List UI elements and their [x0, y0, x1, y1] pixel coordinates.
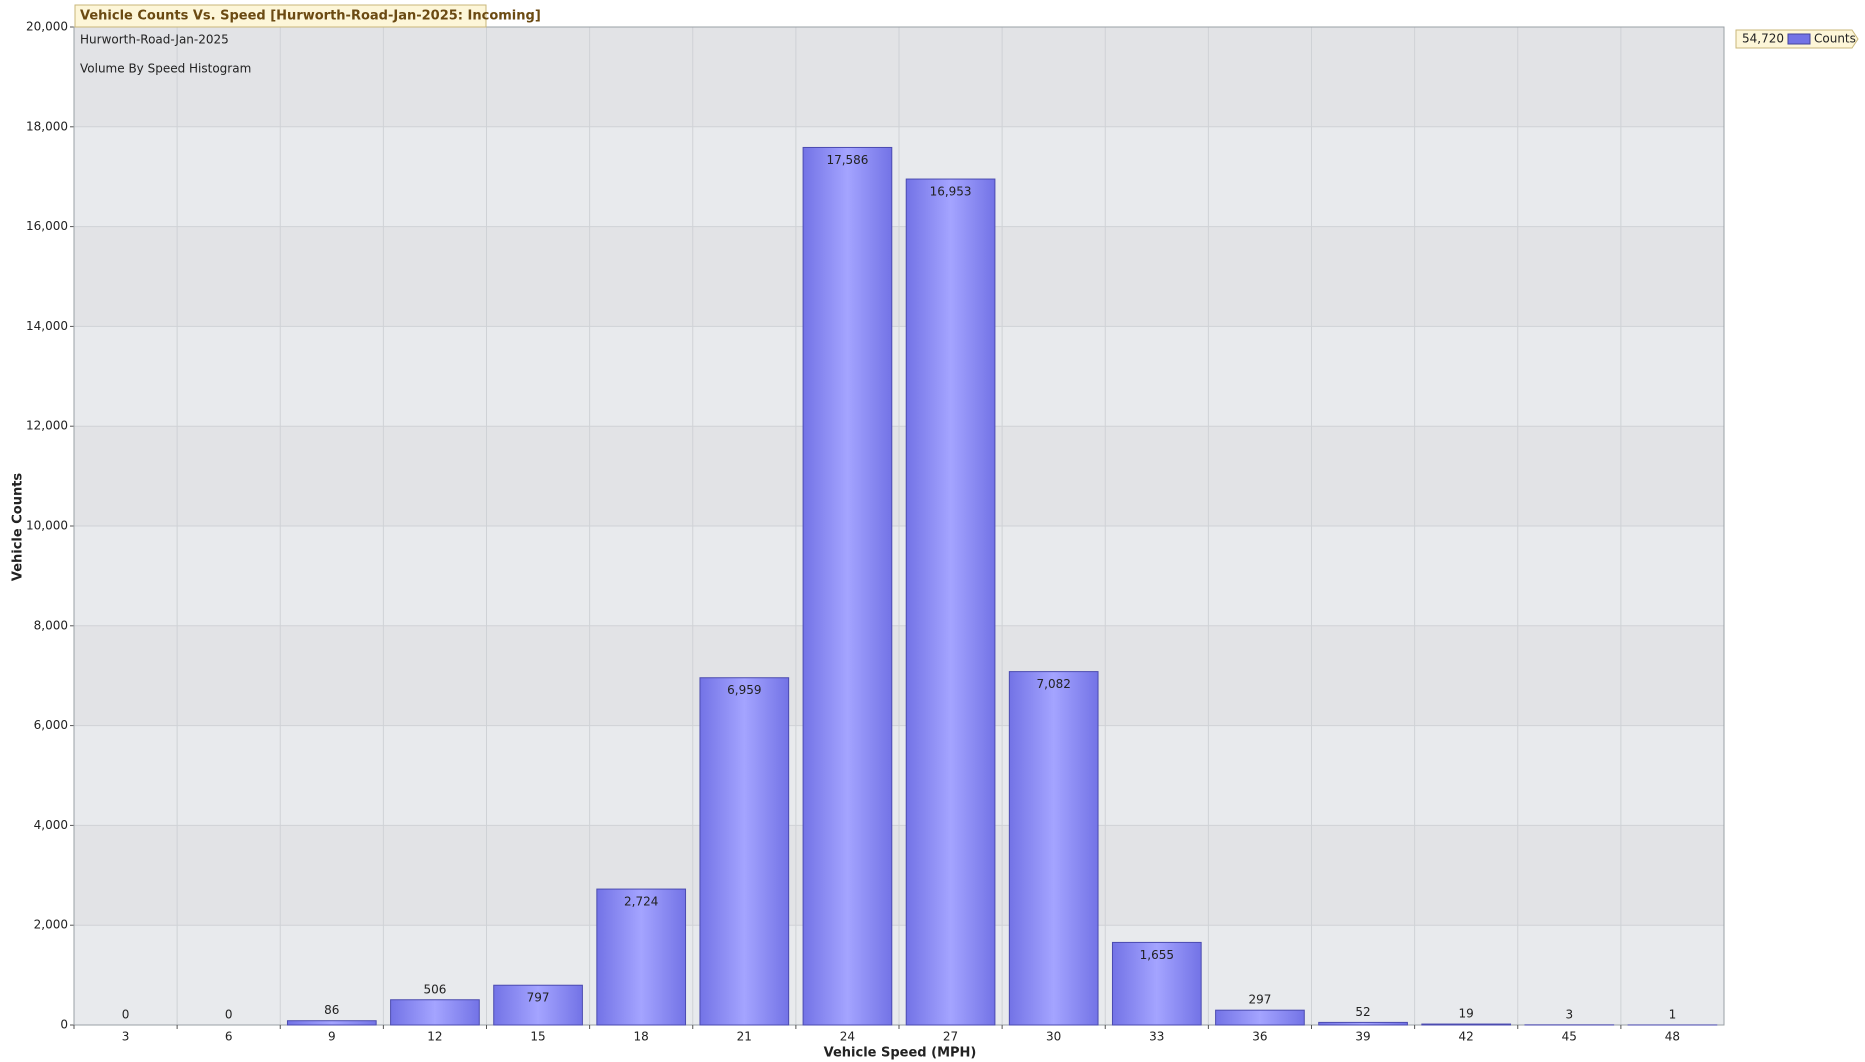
x-tick-label: 39: [1355, 1030, 1370, 1044]
bar: [802, 146, 893, 1026]
x-tick-label: 33: [1149, 1030, 1164, 1044]
x-tick-label: 18: [634, 1030, 649, 1044]
value-label: 0: [225, 1008, 233, 1022]
bar: [390, 999, 480, 1026]
value-label: 297: [1248, 993, 1271, 1007]
x-tick-label: 3: [122, 1030, 130, 1044]
x-tick-label: 24: [840, 1030, 855, 1044]
bar: [596, 888, 687, 1026]
value-label: 0: [122, 1008, 130, 1022]
value-label: 52: [1355, 1005, 1370, 1019]
bar: [699, 677, 790, 1026]
x-tick-label: 9: [328, 1030, 336, 1044]
value-label: 1,655: [1140, 948, 1174, 962]
y-axis-label: Vehicle Counts: [11, 473, 26, 582]
x-tick-label: 21: [737, 1030, 752, 1044]
value-label: 86: [324, 1003, 339, 1017]
legend-label[interactable]: Counts: [1814, 32, 1856, 46]
value-label: 16,953: [930, 185, 972, 199]
value-label: 17,586: [826, 153, 868, 167]
bar: [1111, 941, 1202, 1026]
x-tick-label: 36: [1252, 1030, 1267, 1044]
y-tick-label: 20,000: [26, 20, 68, 34]
value-label: 506: [423, 982, 446, 996]
y-tick-label: 8,000: [34, 618, 68, 632]
x-tick-label: 12: [427, 1030, 442, 1044]
y-tick-label: 18,000: [26, 119, 68, 133]
chart-title: Vehicle Counts Vs. Speed [Hurworth-Road-…: [80, 9, 541, 24]
x-tick-label: 15: [530, 1030, 545, 1044]
x-tick-label: 6: [225, 1030, 233, 1044]
y-tick-label: 12,000: [26, 419, 68, 433]
x-tick-label: 45: [1562, 1030, 1577, 1044]
value-label: 19: [1459, 1007, 1474, 1021]
bar: [905, 178, 996, 1026]
legend-swatch: [1787, 33, 1811, 45]
y-tick-label: 6,000: [34, 718, 68, 732]
bar: [286, 1020, 377, 1026]
x-tick-label: 48: [1665, 1030, 1680, 1044]
y-tick-label: 2,000: [34, 918, 68, 932]
bar: [1008, 671, 1099, 1026]
bar: [1318, 1021, 1408, 1026]
title-box: [74, 4, 487, 28]
x-tick-label: 27: [943, 1030, 958, 1044]
value-label: 2,724: [624, 895, 658, 909]
subtitle: Hurworth-Road-Jan-2025: [80, 33, 229, 47]
bar: [1215, 1009, 1305, 1026]
value-label: 7,082: [1037, 677, 1071, 691]
bar: [493, 984, 583, 1026]
x-axis-label: Vehicle Speed (MPH): [824, 1046, 977, 1061]
bar: [1421, 1023, 1512, 1026]
y-tick-label: 0: [60, 1018, 68, 1032]
y-tick-label: 14,000: [26, 319, 68, 333]
y-tick-label: 10,000: [26, 519, 68, 533]
y-tick-label: 16,000: [26, 219, 68, 233]
x-tick-label: 42: [1459, 1030, 1474, 1044]
value-label: 1: [1669, 1007, 1677, 1021]
legend-total: 54,720: [1742, 32, 1784, 46]
value-label: 6,959: [727, 683, 761, 697]
y-tick-label: 4,000: [34, 818, 68, 832]
subtitle: Volume By Speed Histogram: [80, 62, 251, 76]
value-label: 3: [1565, 1007, 1573, 1021]
x-tick-label: 30: [1046, 1030, 1061, 1044]
value-label: 797: [527, 991, 550, 1005]
